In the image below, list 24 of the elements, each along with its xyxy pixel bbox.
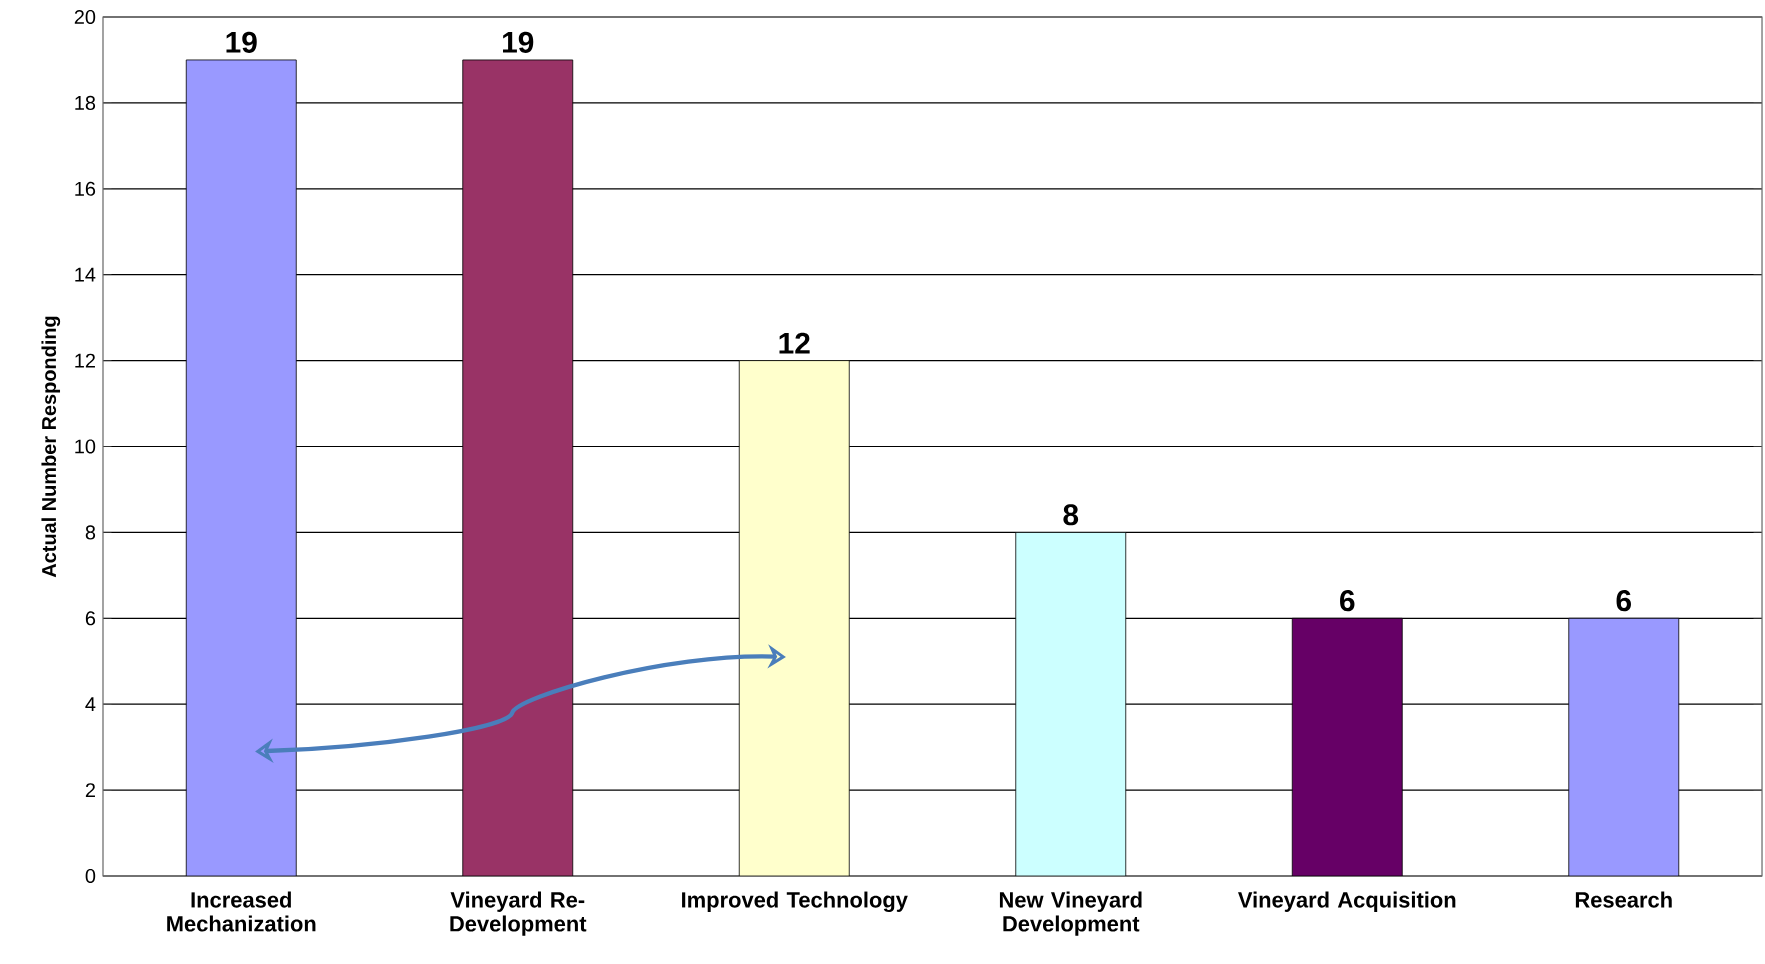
y-tick-label: 14 xyxy=(75,267,96,282)
y-tick-label: 6 xyxy=(85,611,96,626)
data-label: 12 xyxy=(779,332,810,354)
x-tick-label: Vineyard Re-Development xyxy=(450,891,587,936)
x-tick-label: Improved Technology xyxy=(682,891,908,913)
x-tick-label: Research xyxy=(1575,891,1672,908)
y-tick-label: 8 xyxy=(85,525,96,540)
y-tick-label: 4 xyxy=(85,697,96,712)
y-axis-title: Actual Number Responding xyxy=(41,316,61,578)
y-tick-label: 16 xyxy=(75,181,96,196)
data-label: 8 xyxy=(1063,504,1079,526)
x-tick-label: Vineyard Acquisition xyxy=(1238,891,1456,912)
data-label: 6 xyxy=(1340,590,1355,612)
y-tick-label: 12 xyxy=(75,353,95,368)
y-tick-label: 18 xyxy=(75,95,96,110)
x-tick-label: New Vineyard Development xyxy=(999,891,1142,936)
data-label: 19 xyxy=(503,31,534,53)
data-label: 6 xyxy=(1616,590,1631,612)
y-tick-label: 20 xyxy=(74,9,96,25)
y-tick-label: 0 xyxy=(85,868,96,884)
x-tick-label: Increased Mechanization xyxy=(167,891,316,932)
data-label: 19 xyxy=(226,31,257,53)
y-tick-label: 2 xyxy=(85,783,95,798)
y-tick-label: 10 xyxy=(75,439,96,454)
